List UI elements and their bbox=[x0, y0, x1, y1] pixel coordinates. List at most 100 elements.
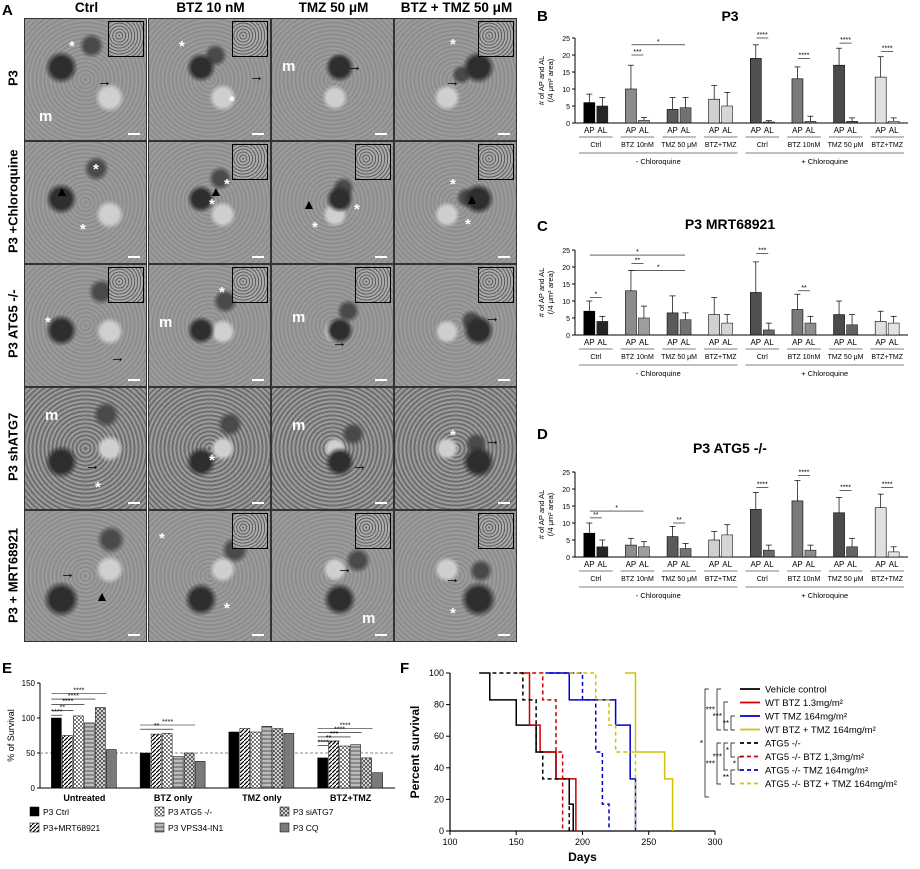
sig-label: * bbox=[657, 39, 660, 46]
bar-p3-atg5- bbox=[73, 715, 84, 789]
sig-label: **** bbox=[882, 481, 893, 488]
bar-al bbox=[846, 546, 858, 558]
bar-ap bbox=[708, 98, 720, 124]
y-tick-label: 40 bbox=[434, 763, 444, 773]
bar-label: AP bbox=[875, 338, 886, 347]
row-label-p3-chloroquine: P3 +Chloroquine bbox=[5, 149, 21, 253]
inset-zoom bbox=[232, 513, 268, 549]
inset-zoom bbox=[355, 267, 391, 303]
bar-p3-ctrl bbox=[51, 717, 62, 789]
bar-al bbox=[596, 546, 609, 558]
legend-label: ATG5 -/- bbox=[765, 739, 801, 750]
sig-label: **** bbox=[840, 485, 851, 492]
asterisk-marker: * bbox=[95, 479, 101, 496]
bar-al bbox=[679, 107, 692, 124]
sig-label: * bbox=[636, 249, 639, 256]
bar-label: AL bbox=[764, 560, 774, 569]
bar-p3-ctrl bbox=[317, 757, 328, 789]
y-tick-label: 100 bbox=[22, 714, 36, 723]
col-header-btz-tmz: BTZ + TMZ 50 μM bbox=[400, 0, 513, 15]
group-label: TMZ 50 μM bbox=[661, 576, 697, 583]
asterisk-marker: * bbox=[69, 38, 75, 55]
sig-label: **** bbox=[73, 688, 84, 695]
sig-label: *** bbox=[758, 247, 766, 254]
micrograph-tile: → ▲ bbox=[24, 510, 147, 642]
scale-bar bbox=[498, 634, 510, 636]
row-label-p3-shatg7: P3 shATG7 bbox=[5, 412, 21, 482]
bar-label: AL bbox=[847, 338, 857, 347]
micrograph-tile: m → bbox=[271, 387, 394, 510]
y-tick-label: 20 bbox=[562, 487, 570, 494]
arrow-marker: → bbox=[485, 432, 500, 449]
bar-al bbox=[804, 322, 817, 336]
legend-label: P3 Ctrl bbox=[43, 807, 69, 817]
arrow-marker: → bbox=[347, 58, 362, 75]
group-label: TMZ 50 μM bbox=[828, 142, 864, 149]
sig-label: ** bbox=[801, 285, 807, 292]
section-label: + Chloroquine bbox=[801, 157, 848, 166]
scale-bar bbox=[252, 133, 264, 135]
micrograph-tile: m → * bbox=[24, 387, 147, 510]
sig-label: **** bbox=[334, 727, 345, 734]
bar-ap bbox=[625, 88, 637, 124]
sig-bracket bbox=[730, 715, 735, 731]
inset-zoom bbox=[478, 267, 514, 303]
sig-bracket bbox=[730, 742, 735, 758]
arrowhead-marker: ▲ bbox=[209, 183, 223, 199]
bar-al bbox=[887, 121, 900, 124]
arrow-marker: → bbox=[352, 457, 367, 474]
x-axis-label: Days bbox=[568, 850, 597, 864]
survival-curve-atg5- bbox=[492, 672, 570, 831]
y-axis-label-line1: # of AP and AL bbox=[537, 56, 546, 106]
bar-p3-cq bbox=[106, 749, 117, 789]
y-tick-label: 0 bbox=[566, 121, 570, 128]
bar-p3-siatg7 bbox=[272, 728, 284, 789]
inset-zoom bbox=[232, 144, 268, 180]
y-tick-label: 25 bbox=[562, 248, 570, 255]
scale-bar bbox=[375, 634, 387, 636]
asterisk-marker: * bbox=[93, 161, 99, 178]
panel-letter-c: C bbox=[537, 218, 548, 235]
sig-label: **** bbox=[882, 46, 893, 53]
section-label: - Chloroquine bbox=[636, 157, 681, 166]
bar-ap bbox=[625, 544, 637, 558]
bar-al bbox=[596, 321, 609, 336]
asterisk-marker: * bbox=[450, 176, 456, 193]
group-label: BTZ+TMZ bbox=[871, 142, 903, 149]
arrow-marker: → bbox=[445, 73, 460, 90]
legend-label: ATG5 -/- TMZ 164mg/m² bbox=[765, 766, 868, 777]
group-label: Ctrl bbox=[590, 576, 601, 583]
bar-label: AL bbox=[722, 338, 732, 347]
scale-bar bbox=[375, 502, 387, 504]
micrograph-tile: * m bbox=[148, 264, 271, 387]
bar-label: AL bbox=[806, 338, 816, 347]
y-axis-label-line2: (/4 μm² area) bbox=[546, 270, 555, 314]
sig-bracket bbox=[723, 701, 728, 731]
section-label: + Chloroquine bbox=[801, 591, 848, 600]
bar-p3-siatg7 bbox=[95, 707, 106, 789]
group-label: TMZ 50 μM bbox=[661, 142, 697, 149]
bar-label: AP bbox=[834, 126, 845, 135]
bar-label: AL bbox=[681, 338, 691, 347]
y-tick-label: 15 bbox=[562, 70, 570, 77]
bar-label: AL bbox=[764, 338, 774, 347]
arrow-marker: → bbox=[97, 73, 112, 90]
sig-label: ** bbox=[723, 719, 729, 728]
y-tick-label: 20 bbox=[434, 794, 444, 804]
inset-zoom bbox=[355, 513, 391, 549]
bar-al bbox=[638, 546, 650, 558]
legend-swatch bbox=[29, 822, 40, 833]
sig-bracket bbox=[704, 688, 709, 798]
bar-label: AP bbox=[626, 560, 637, 569]
bar-label: AL bbox=[847, 560, 857, 569]
bar-ap bbox=[666, 312, 679, 336]
y-tick-label: 100 bbox=[429, 668, 444, 678]
asterisk-marker: * bbox=[450, 36, 456, 53]
legend-label: ATG5 -/- BTZ 1,3mg/m² bbox=[765, 752, 864, 763]
y-tick-label: 5 bbox=[566, 316, 570, 323]
bar-label: AP bbox=[667, 126, 678, 135]
scale-bar bbox=[252, 379, 264, 381]
micrograph-tile: * * ▲ bbox=[148, 141, 271, 264]
survival-curve-atg5-btz-1-3mg-m- bbox=[532, 672, 564, 831]
